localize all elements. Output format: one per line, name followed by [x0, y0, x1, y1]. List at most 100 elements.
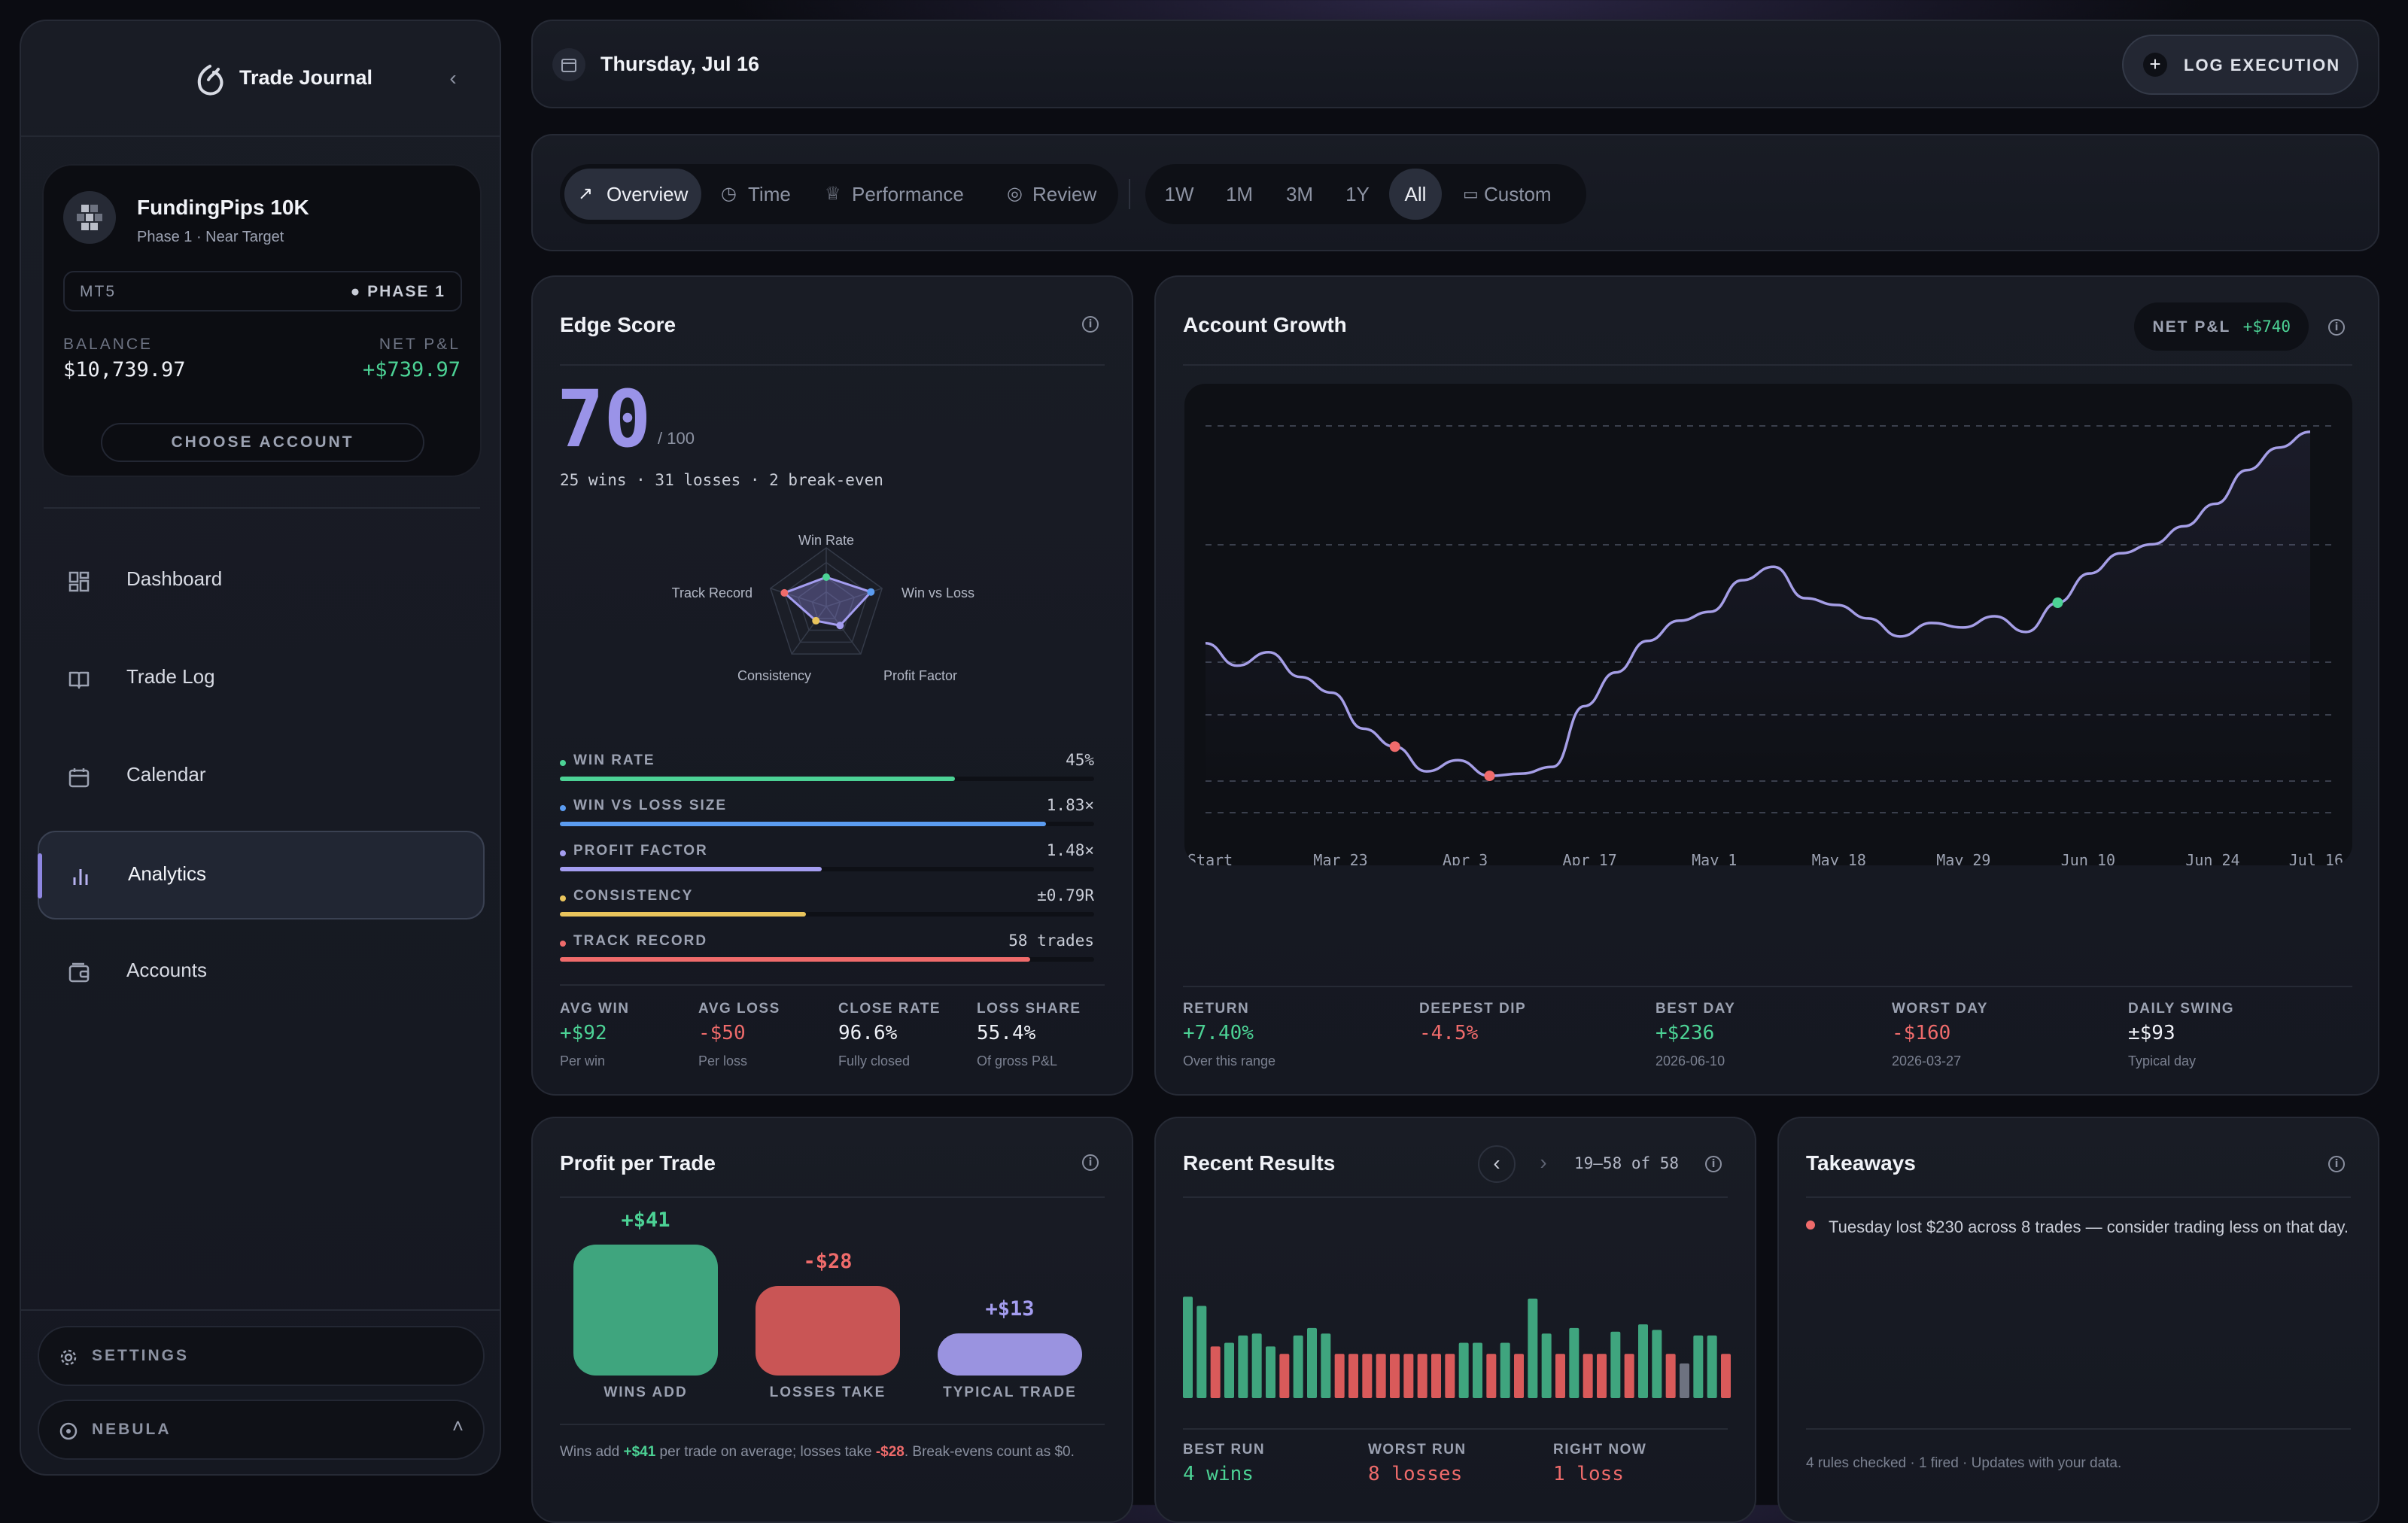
collapse-sidebar-icon[interactable]: ‹	[449, 66, 457, 90]
profit-bar-block	[756, 1286, 900, 1376]
radar-spoke	[770, 588, 827, 607]
info-icon[interactable]	[1705, 1156, 1722, 1172]
trend-icon: ↗	[578, 184, 594, 204]
nav-item-dashboard[interactable]: Dashboard	[38, 537, 485, 626]
result-bar	[1210, 1346, 1221, 1398]
stat-sub: Typical day	[2128, 1053, 2197, 1069]
nav-item-calendar[interactable]: Calendar	[38, 733, 485, 822]
result-bar	[1721, 1354, 1731, 1398]
tab-overview[interactable]: ↗ Overview	[564, 169, 701, 220]
card-divider	[1183, 1196, 1728, 1198]
radar-grid-ring	[811, 591, 841, 619]
prev-page-button[interactable]: ‹	[1478, 1145, 1516, 1183]
bar-dot	[560, 895, 566, 901]
takeaways-card: Takeaways Tuesday lost $230 across 8 tra…	[1777, 1117, 2379, 1523]
result-bar	[1473, 1342, 1482, 1398]
profit-bar-block	[938, 1333, 1082, 1376]
clock-icon: ◷	[721, 184, 737, 204]
info-icon[interactable]	[2328, 319, 2345, 336]
profit-bar-block	[573, 1245, 718, 1376]
plus-icon: +	[2143, 53, 2167, 77]
takeaway-text: Tuesday lost $230 across 8 trades — cons…	[1829, 1217, 2349, 1236]
settings-button[interactable]: SETTINGS	[38, 1326, 485, 1386]
info-icon[interactable]	[1082, 316, 1099, 333]
x-tick-label: Jun 24	[2185, 851, 2239, 865]
card-divider	[560, 364, 1105, 366]
nav-item-accounts[interactable]: Accounts	[38, 929, 485, 1017]
next-page-button[interactable]: ›	[1540, 1151, 1547, 1174]
range-all[interactable]: All	[1389, 169, 1442, 220]
choose-account-button[interactable]: CHOOSE ACCOUNT	[101, 423, 424, 462]
radar-point	[812, 616, 820, 625]
radar-point	[822, 573, 830, 581]
result-bar	[1307, 1327, 1317, 1398]
radar-point	[780, 588, 789, 597]
edge-score-value: 70	[557, 373, 652, 465]
range-custom-label: Custom	[1484, 183, 1552, 205]
range-tabs: 1W 1M 3M 1Y All ▭ Custom	[1145, 164, 1586, 224]
nav-label-analytics: Analytics	[128, 862, 207, 885]
result-bar	[1445, 1354, 1455, 1398]
bar-dot	[560, 805, 566, 811]
radar-point	[867, 588, 875, 596]
bar-track	[560, 867, 1094, 871]
card-divider	[560, 1196, 1105, 1198]
edge-score-max: / 100	[658, 429, 695, 448]
recent-results-chart	[1183, 1297, 1731, 1398]
palette-icon	[59, 1422, 78, 1440]
bar-dot	[560, 941, 566, 947]
account-growth-title: Account Growth	[1183, 313, 1347, 336]
tab-performance-label: Performance	[852, 183, 964, 205]
x-tick-label: May 1	[1692, 851, 1737, 865]
stat-value: 4 wins	[1183, 1463, 1254, 1485]
tab-time[interactable]: ◷ Time	[709, 169, 807, 220]
tab-performance[interactable]: ♕ Performance	[813, 169, 990, 220]
range-1y[interactable]: 1Y	[1345, 183, 1370, 205]
date-icon-wrap	[552, 48, 585, 81]
result-bar	[1583, 1354, 1593, 1398]
x-tick-label: Start	[1187, 851, 1233, 865]
result-bar	[1486, 1354, 1497, 1398]
range-custom[interactable]: ▭ Custom	[1449, 169, 1582, 220]
result-bar	[1251, 1333, 1262, 1398]
theme-button[interactable]: NEBULA ˄	[38, 1400, 485, 1460]
stat-label: CLOSE RATE	[838, 1001, 941, 1017]
bar-track	[560, 957, 1094, 962]
stat-value: -4.5%	[1419, 1022, 1479, 1044]
growth-stats: RETURN +7.40% Over this range DEEPEST DI…	[1183, 993, 2357, 1076]
growth-marker	[2052, 597, 2063, 609]
x-tick-label: Mar 23	[1313, 851, 1367, 865]
x-tick-label: May 29	[1936, 851, 1990, 865]
result-bar	[1224, 1342, 1234, 1398]
profit-bar-value: +$41	[621, 1208, 670, 1232]
info-icon[interactable]	[1082, 1154, 1099, 1171]
tab-review[interactable]: ◎ Review	[995, 169, 1115, 220]
range-1w[interactable]: 1W	[1164, 183, 1194, 205]
log-execution-button[interactable]: + LOG EXECUTION	[2122, 35, 2358, 95]
nav-item-trade-log[interactable]: Trade Log	[38, 635, 485, 724]
card-divider	[560, 984, 1105, 986]
result-bar	[1279, 1354, 1290, 1398]
range-1m[interactable]: 1M	[1225, 183, 1254, 205]
bar-name: WIN VS LOSS SIZE	[573, 798, 728, 813]
edge-bar-win-vs-loss: WIN VS LOSS SIZE 1.83×	[560, 795, 1094, 840]
range-3m[interactable]: 3M	[1285, 183, 1314, 205]
stat-label: RIGHT NOW	[1553, 1442, 1647, 1458]
account-name: FundingPips 10K	[137, 196, 309, 219]
alert-dot-icon	[1806, 1221, 1815, 1230]
profit-title: Profit per Trade	[560, 1151, 716, 1175]
calendar-icon	[68, 768, 90, 788]
tab-overview-label: Overview	[607, 183, 689, 205]
x-tick-label: May 18	[1812, 851, 1866, 865]
stat-sub: Over this range	[1183, 1053, 1276, 1069]
info-icon[interactable]	[2328, 1156, 2345, 1172]
profit-bars: +$41 WINS ADD -$28 LOSSES TAKE +$13 TYPI…	[563, 1208, 1105, 1479]
stat-value: 8 losses	[1368, 1463, 1463, 1485]
edge-summary: 25 wins · 31 losses · 2 break-even	[560, 471, 883, 489]
bar-value: 45%	[1066, 751, 1094, 769]
card-divider	[560, 1424, 1105, 1425]
bar-name: WIN RATE	[573, 752, 655, 768]
nav-item-analytics[interactable]: Analytics	[38, 831, 485, 920]
theme-label: NEBULA	[92, 1421, 172, 1438]
profit-bar-value: +$13	[985, 1297, 1035, 1321]
